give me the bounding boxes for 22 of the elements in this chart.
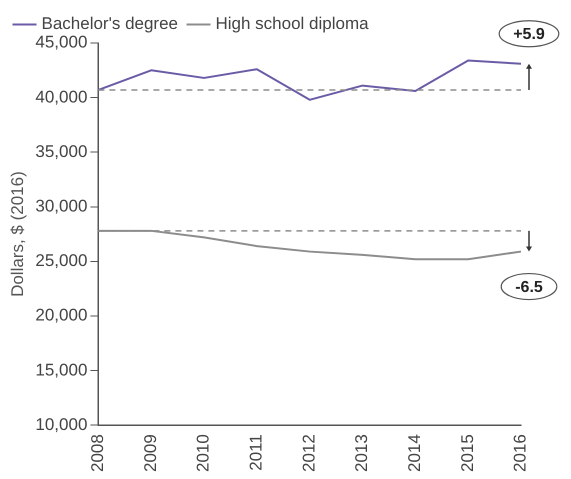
y-tick-label: 25,000 bbox=[35, 251, 88, 270]
y-tick-label: 20,000 bbox=[35, 306, 88, 325]
annotation: -6.5 bbox=[515, 278, 543, 296]
y-tick-label: 40,000 bbox=[35, 87, 88, 106]
y-tick-label: 10,000 bbox=[35, 414, 88, 434]
x-tick-label: 2016 bbox=[510, 434, 530, 472]
y-tick-label: 15,000 bbox=[35, 360, 88, 380]
y-tick-label: 45,000 bbox=[35, 32, 88, 52]
y-tick-label: 35,000 bbox=[35, 142, 88, 161]
x-tick-label: 2010 bbox=[194, 434, 213, 472]
annotation: +5.9 bbox=[513, 26, 545, 44]
legend-label: Bachelor's degree bbox=[42, 14, 178, 34]
x-tick-label: 2012 bbox=[299, 434, 318, 472]
legend-label: High school diploma bbox=[216, 14, 370, 34]
x-tick-label: 2009 bbox=[140, 434, 160, 472]
x-tick-label: 2015 bbox=[458, 434, 477, 472]
y-axis-title: Dollars, $ (2016) bbox=[8, 171, 27, 297]
y-tick-label: 30,000 bbox=[35, 196, 88, 216]
x-tick-label: 2013 bbox=[352, 434, 372, 472]
x-tick-label: 2014 bbox=[405, 434, 424, 472]
x-tick-label: 2008 bbox=[88, 434, 108, 472]
x-tick-label: 2011 bbox=[246, 434, 266, 471]
